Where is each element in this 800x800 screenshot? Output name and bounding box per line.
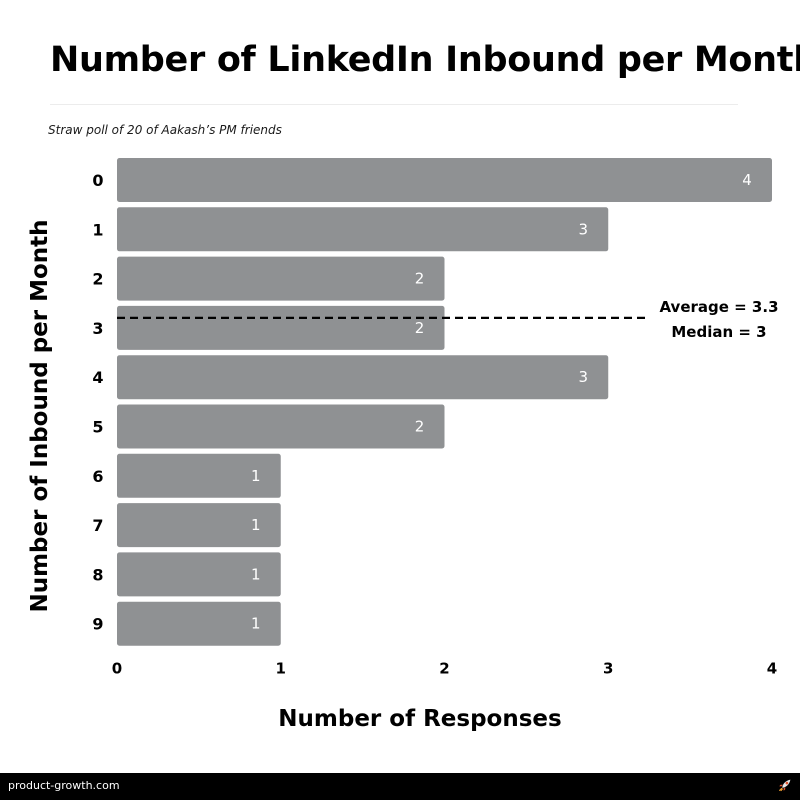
bar-data-label: 2 xyxy=(415,319,425,337)
bar-data-label: 3 xyxy=(578,220,588,238)
chart-subtitle: Straw poll of 20 of Aakash’s PM friends xyxy=(48,123,282,137)
y-tick-labels: 0 1 2 3 4 5 6 7 8 9 xyxy=(92,171,103,634)
y-tick-label: 8 xyxy=(92,565,103,584)
bar-data-label: 1 xyxy=(251,565,261,583)
bar xyxy=(117,158,772,202)
y-tick-label: 3 xyxy=(92,319,103,338)
title-divider xyxy=(50,104,738,105)
bar-data-label: 2 xyxy=(415,270,425,288)
bar xyxy=(117,207,609,252)
bar xyxy=(117,601,281,646)
y-tick-label: 7 xyxy=(92,516,103,535)
y-axis-label: Number of Inbound per Month xyxy=(27,219,53,612)
footer-bar: product-growth.com xyxy=(0,773,800,800)
y-tick-label: 1 xyxy=(92,220,103,239)
bar-data-label: 1 xyxy=(251,516,261,534)
x-axis-label: Number of Responses xyxy=(278,706,561,732)
y-tick-label: 6 xyxy=(92,467,103,486)
reference-annotation: Average = 3.3 Median = 3 xyxy=(117,298,779,341)
rocket-icon xyxy=(779,779,791,792)
bar-data-label: 1 xyxy=(251,615,261,633)
bar-data-label: 1 xyxy=(251,467,261,485)
annotation-text: Median = 3 xyxy=(671,323,766,341)
bar xyxy=(117,256,445,301)
x-tick-label: 0 xyxy=(112,660,122,678)
y-tick-label: 4 xyxy=(92,368,103,387)
bar-data-label: 3 xyxy=(578,368,588,386)
x-tick-label: 2 xyxy=(439,660,449,678)
bar xyxy=(117,404,445,449)
x-tick-label: 4 xyxy=(767,660,777,678)
bar xyxy=(117,305,445,350)
x-tick-label: 1 xyxy=(276,660,286,678)
y-tick-label: 2 xyxy=(92,270,103,289)
bar-data-label: 4 xyxy=(742,171,752,189)
x-tick-labels: 0 1 2 3 4 xyxy=(112,660,777,678)
annotation-text: Average = 3.3 xyxy=(659,298,778,316)
y-tick-label: 0 xyxy=(92,171,103,190)
chart-title: Number of LinkedIn Inbound per Month xyxy=(50,40,800,80)
y-tick-label: 9 xyxy=(92,615,103,634)
bar xyxy=(117,355,609,400)
bars-layer: 4 3 2 2 3 2 1 1 1 1 xyxy=(117,158,772,646)
bar xyxy=(117,453,281,498)
bar-data-label: 2 xyxy=(415,418,425,436)
bar xyxy=(117,503,281,548)
footer-site-link[interactable]: product-growth.com xyxy=(8,779,120,792)
y-tick-label: 5 xyxy=(92,418,103,437)
x-tick-label: 3 xyxy=(603,660,613,678)
bar xyxy=(117,552,281,597)
